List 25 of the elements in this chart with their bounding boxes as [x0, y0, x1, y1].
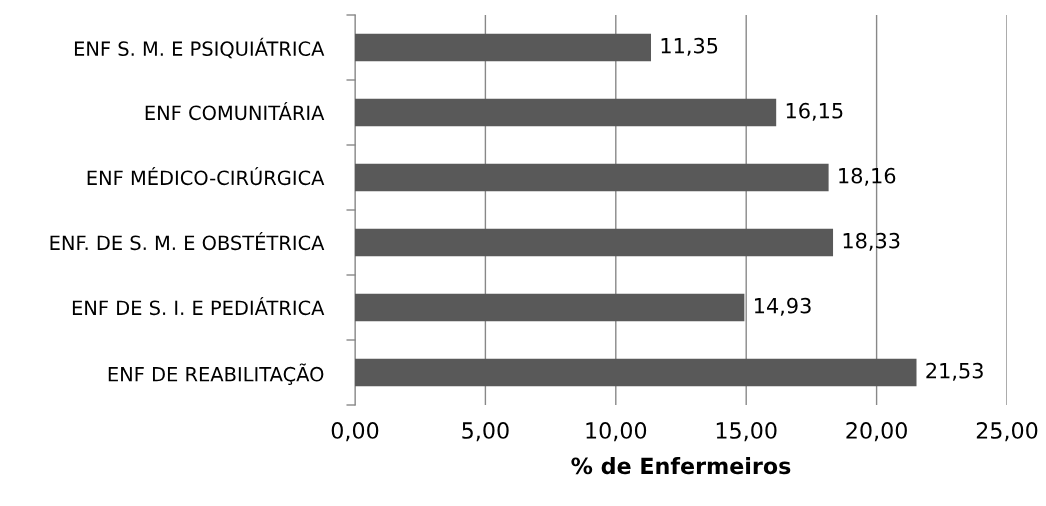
- x-tick-label: 25,00: [976, 422, 1038, 442]
- data-label: 11,35: [661, 37, 718, 56]
- y-tick-label: ENF MÉDICO-CIRÚRGICA: [87, 166, 325, 186]
- y-tick-label: ENF. DE S. M. E OBSTÉTRICA: [50, 231, 325, 251]
- x-tick-label: 0,00: [331, 422, 379, 442]
- x-axis-title: % de Enfermeiros: [571, 457, 791, 475]
- bar: [355, 293, 745, 322]
- bar: [355, 228, 834, 257]
- bar: [355, 98, 777, 127]
- bar: [355, 163, 829, 192]
- x-tick-label: 10,00: [586, 422, 647, 442]
- data-label: 14,93: [755, 297, 811, 316]
- bar: [355, 358, 917, 387]
- y-tick-label: ENF DE REABILITAÇÃO: [108, 363, 324, 386]
- data-label: 18,33: [843, 232, 900, 251]
- x-tick-label: 20,00: [846, 422, 907, 442]
- x-tick-label: 15,00: [716, 422, 777, 442]
- y-tick-label: ENF COMUNITÁRIA: [145, 101, 325, 121]
- data-label: 21,53: [926, 362, 983, 381]
- y-tick-label: ENF S. M. E PSIQUIÁTRICA: [74, 37, 325, 59]
- x-tick-label: 5,00: [462, 422, 509, 442]
- data-label: 18,16: [839, 167, 896, 186]
- bar: [355, 33, 652, 62]
- y-tick-label: ENF DE S. I. E PEDIÁTRICA: [72, 296, 325, 316]
- data-label: 16,15: [786, 102, 843, 121]
